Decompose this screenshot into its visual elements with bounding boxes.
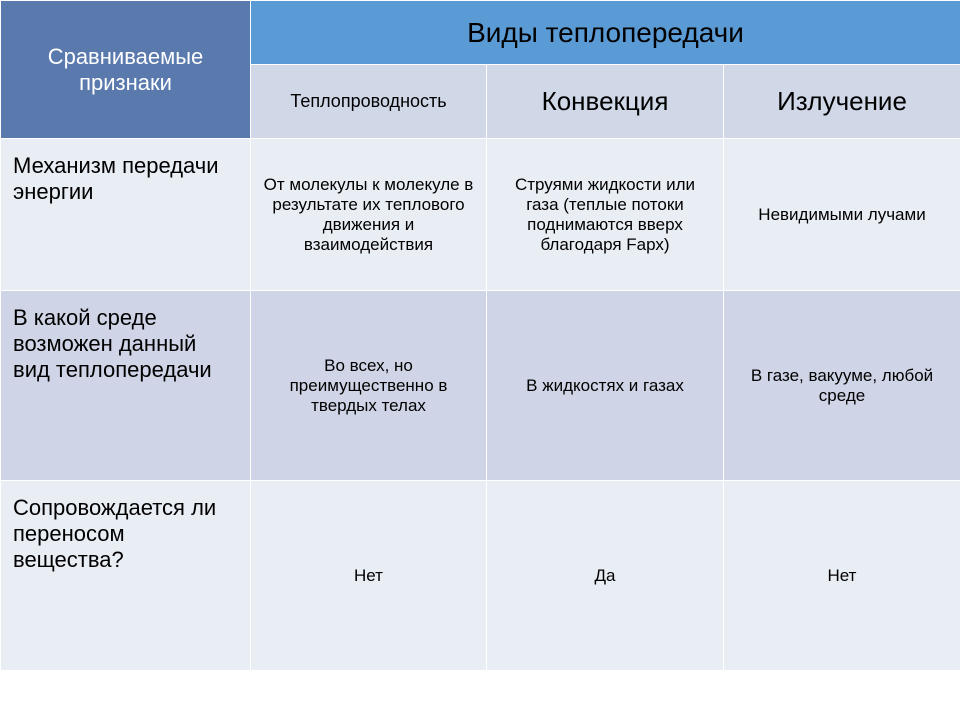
subheader-conduction: Теплопроводность: [251, 65, 487, 139]
row-label-mechanism: Механизм передачи энергии: [1, 139, 251, 291]
cell-medium-radiation: В газе, вакууме, любой среде: [724, 291, 960, 481]
header-left-cell: Сравниваемые признаки: [1, 1, 251, 139]
cell-medium-convection: В жидкостях и газах: [487, 291, 724, 481]
header-main-title: Виды теплопередачи: [251, 1, 960, 65]
header-row-1: Сравниваемые признаки Виды теплопередачи: [1, 1, 960, 65]
heat-transfer-table: Сравниваемые признаки Виды теплопередачи…: [0, 0, 960, 671]
table-row: Механизм передачи энергии От молекулы к …: [1, 139, 960, 291]
cell-medium-conduction: Во всех, но преимущественно в твердых те…: [251, 291, 487, 481]
subheader-convection: Конвекция: [487, 65, 724, 139]
cell-matter-convection: Да: [487, 481, 724, 671]
cell-mechanism-radiation: Невидимыми лучами: [724, 139, 960, 291]
table-row: В какой среде возможен данный вид теплоп…: [1, 291, 960, 481]
table-row: Сопровождается ли переносом вещества? Не…: [1, 481, 960, 671]
cell-mechanism-convection: Струями жидкости или газа (теплые потоки…: [487, 139, 724, 291]
row-label-matter-transfer: Сопровождается ли переносом вещества?: [1, 481, 251, 671]
subheader-radiation: Излучение: [724, 65, 960, 139]
cell-mechanism-conduction: От молекулы к молекуле в результате их т…: [251, 139, 487, 291]
cell-matter-radiation: Нет: [724, 481, 960, 671]
cell-matter-conduction: Нет: [251, 481, 487, 671]
row-label-medium: В какой среде возможен данный вид теплоп…: [1, 291, 251, 481]
